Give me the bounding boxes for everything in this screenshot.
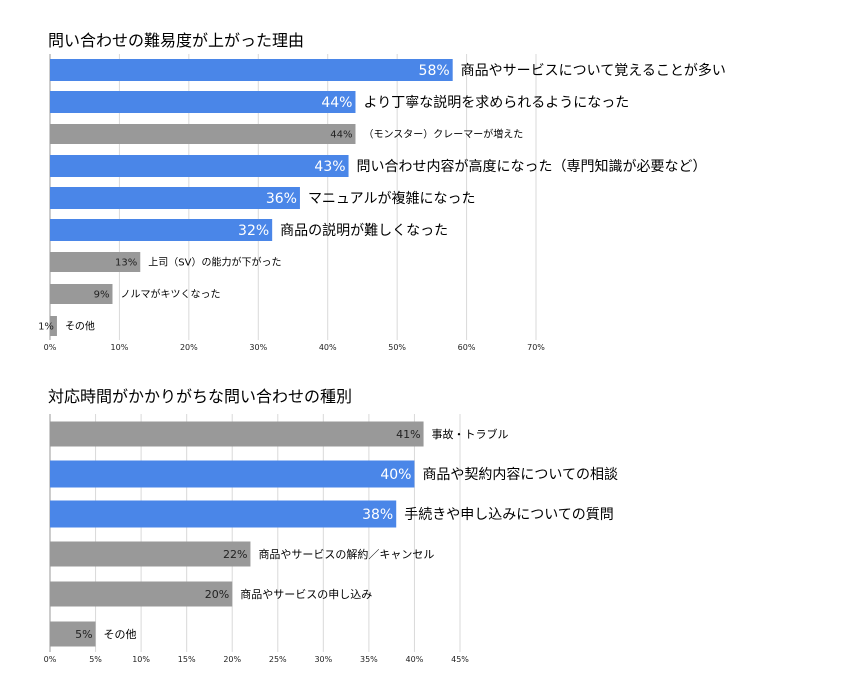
value-label: 5%	[75, 628, 92, 641]
value-label: 44%	[321, 95, 352, 111]
x-tick-label: 60%	[458, 343, 476, 352]
value-label: 20%	[205, 588, 229, 601]
bar	[50, 500, 397, 528]
category-label: 商品の説明が難しくなった	[280, 223, 448, 239]
x-tick-label: 15%	[178, 655, 196, 664]
category-label: 事故・トラブル	[432, 427, 509, 441]
value-label: 43%	[314, 159, 345, 175]
category-label: マニュアルが複雑になった	[308, 190, 476, 207]
bar	[50, 219, 273, 241]
x-tick-label: 30%	[249, 343, 267, 352]
value-label: 40%	[380, 467, 411, 483]
bar	[50, 421, 424, 447]
x-tick-label: 10%	[111, 343, 129, 352]
bar	[50, 124, 356, 144]
category-label: （モンスター）クレーマーが増えた	[363, 128, 523, 141]
value-label: 41%	[396, 428, 420, 441]
category-label: 問い合わせ内容が高度になった（専門知識が必要など）	[357, 158, 707, 175]
bar	[50, 316, 57, 336]
chart-difficulty-reasons: 0% 10% 20% 30% 40% 50% 60% 70% 58% 商品やサービスについて覚える…	[38, 54, 726, 352]
bar	[50, 91, 356, 113]
bar	[50, 621, 96, 647]
x-tick-label: 0%	[44, 655, 57, 664]
category-label: より丁寧な説明を求められるようになった	[363, 94, 629, 111]
value-label: 1%	[38, 322, 54, 333]
x-tick-label: 10%	[132, 655, 150, 664]
x-tick-label: 5%	[89, 655, 102, 664]
x-tick-label: 45%	[451, 655, 469, 664]
value-label: 13%	[115, 258, 137, 269]
chart-time-consuming-types: 0% 5% 10% 15% 20% 25% 30% 35% 40% 45% 41% 事故・トラブル 40…	[44, 414, 618, 664]
chart-title-difficulty: 問い合わせの難易度が上がった理由	[48, 31, 304, 50]
value-label: 44%	[330, 130, 352, 141]
category-label: 手続きや申し込みについての質問	[404, 506, 614, 523]
category-label: その他	[104, 628, 137, 641]
x-tick-label: 0%	[44, 343, 57, 352]
x-tick-label: 25%	[269, 655, 287, 664]
bar	[50, 581, 233, 607]
bar	[50, 187, 300, 209]
x-tick-label: 20%	[223, 655, 241, 664]
category-label: 商品やサービスについて覚えることが多い	[461, 62, 726, 79]
x-tick-label: 40%	[406, 655, 424, 664]
bar	[50, 252, 141, 272]
x-tick-label: 20%	[180, 343, 198, 352]
x-tick-label: 70%	[527, 343, 545, 352]
category-label: ノルマがキツくなった	[120, 288, 220, 301]
bar	[50, 541, 251, 567]
x-tick-label: 35%	[360, 655, 378, 664]
category-label: 商品や契約内容についての相談	[422, 466, 618, 483]
value-label: 22%	[223, 548, 247, 561]
category-label: 上司（SV）の能力が下がった	[148, 256, 281, 269]
bar	[50, 284, 113, 304]
x-tick-label: 40%	[319, 343, 337, 352]
category-label: 商品やサービスの解約／キャンセル	[258, 547, 434, 561]
value-label: 36%	[266, 191, 297, 207]
bar	[50, 155, 349, 177]
value-label: 32%	[238, 223, 269, 239]
value-label: 58%	[419, 63, 450, 79]
value-label: 38%	[362, 507, 393, 523]
chart-title-time-consuming: 対応時間がかかりがちな問い合わせの種別	[48, 387, 352, 406]
x-tick-label: 50%	[388, 343, 406, 352]
category-label: 商品やサービスの申し込み	[240, 587, 372, 601]
value-label: 9%	[94, 290, 110, 301]
bar	[50, 59, 453, 81]
x-tick-label: 30%	[314, 655, 332, 664]
category-label: その他	[65, 320, 95, 333]
bar	[50, 460, 415, 488]
